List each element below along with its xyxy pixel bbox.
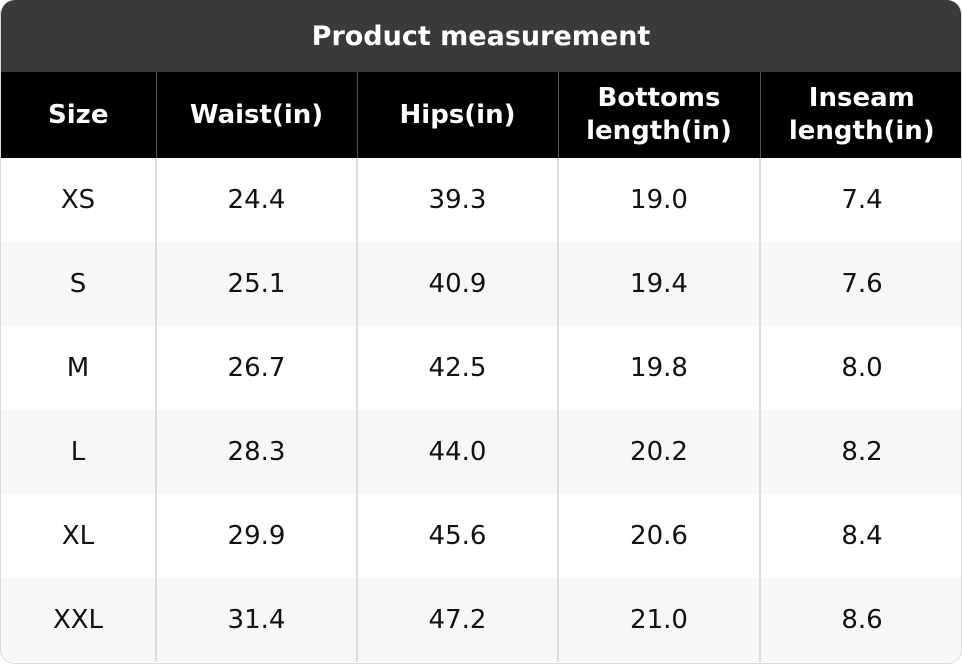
column-header: Inseam length(in) bbox=[759, 72, 961, 158]
column-header: Bottoms length(in) bbox=[557, 72, 760, 158]
measurement-cell: 21.0 bbox=[557, 578, 760, 662]
measurement-cell: 39.3 bbox=[356, 158, 558, 242]
measurement-cell: 8.6 bbox=[759, 578, 961, 662]
column-header: Waist(in) bbox=[155, 72, 357, 158]
column-header: Size bbox=[1, 72, 156, 158]
measurement-cell: 20.6 bbox=[557, 494, 760, 578]
size-cell: XXL bbox=[1, 578, 156, 662]
measurement-cell: 47.2 bbox=[356, 578, 558, 662]
header-row: Size Waist(in) Hips(in) Bottoms length(in) I… bbox=[1, 72, 961, 158]
size-cell: S bbox=[1, 242, 156, 326]
table-body: XS 24.4 39.3 19.0 7.4 S 25.1 40.9 19.4 7.6 M 26.7 42… bbox=[1, 158, 961, 662]
measurement-cell: 26.7 bbox=[155, 326, 357, 410]
measurement-cell: 40.9 bbox=[356, 242, 558, 326]
measurement-cell: 19.8 bbox=[557, 326, 760, 410]
measurement-table: Size Waist(in) Hips(in) Bottoms length(in) I… bbox=[1, 72, 961, 662]
size-cell: XL bbox=[1, 494, 156, 578]
measurement-cell: 25.1 bbox=[155, 242, 357, 326]
measurement-cell: 45.6 bbox=[356, 494, 558, 578]
size-cell: L bbox=[1, 410, 156, 494]
measurement-cell: 44.0 bbox=[356, 410, 558, 494]
table-title: Product measurement bbox=[1, 0, 961, 72]
measurement-cell: 19.0 bbox=[557, 158, 760, 242]
measurement-cell: 19.4 bbox=[557, 242, 760, 326]
measurement-cell: 7.4 bbox=[759, 158, 961, 242]
table-head: Size Waist(in) Hips(in) Bottoms length(in) I… bbox=[1, 72, 961, 158]
measurement-cell: 8.2 bbox=[759, 410, 961, 494]
measurement-cell: 31.4 bbox=[155, 578, 357, 662]
measurement-cell: 7.6 bbox=[759, 242, 961, 326]
table-row: M 26.7 42.5 19.8 8.0 bbox=[1, 326, 961, 410]
table-row: S 25.1 40.9 19.4 7.6 bbox=[1, 242, 961, 326]
measurement-cell: 29.9 bbox=[155, 494, 357, 578]
table-row: XXL 31.4 47.2 21.0 8.6 bbox=[1, 578, 961, 662]
measurement-cell: 28.3 bbox=[155, 410, 357, 494]
measurement-cell: 20.2 bbox=[557, 410, 760, 494]
table-row: L 28.3 44.0 20.2 8.2 bbox=[1, 410, 961, 494]
measurement-cell: 8.4 bbox=[759, 494, 961, 578]
size-cell: XS bbox=[1, 158, 156, 242]
table-row: XS 24.4 39.3 19.0 7.4 bbox=[1, 158, 961, 242]
measurement-cell: 8.0 bbox=[759, 326, 961, 410]
measurement-cell: 24.4 bbox=[155, 158, 357, 242]
measurement-cell: 42.5 bbox=[356, 326, 558, 410]
size-cell: M bbox=[1, 326, 156, 410]
table-row: XL 29.9 45.6 20.6 8.4 bbox=[1, 494, 961, 578]
column-header: Hips(in) bbox=[356, 72, 558, 158]
